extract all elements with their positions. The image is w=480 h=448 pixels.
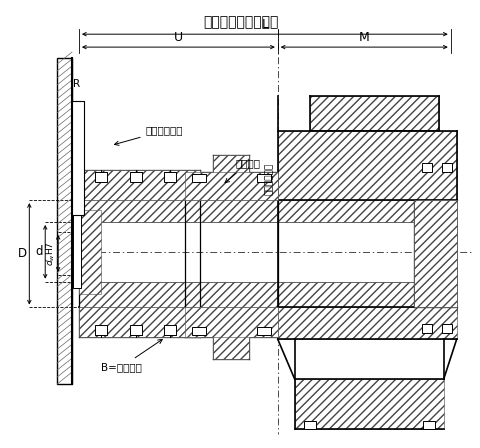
- Text: U: U: [173, 31, 182, 44]
- Bar: [73, 215, 81, 288]
- Text: 减速器中心线: 减速器中心线: [265, 163, 274, 195]
- Bar: [277, 130, 456, 200]
- Bar: [72, 101, 84, 215]
- Bar: [294, 379, 443, 429]
- Bar: [164, 325, 176, 335]
- Bar: [130, 325, 141, 335]
- Text: B=张力螺钉: B=张力螺钉: [101, 340, 162, 372]
- Bar: [95, 172, 107, 182]
- Text: 空心轴套及胀盘尺寸: 空心轴套及胀盘尺寸: [203, 15, 278, 29]
- Bar: [213, 307, 249, 359]
- Bar: [256, 327, 270, 335]
- Bar: [421, 324, 431, 333]
- Bar: [192, 174, 206, 182]
- Bar: [213, 155, 249, 200]
- Bar: [79, 307, 200, 337]
- Bar: [79, 282, 450, 307]
- Bar: [185, 307, 277, 337]
- Text: R: R: [73, 79, 81, 89]
- Text: 胀盘联接: 胀盘联接: [225, 159, 260, 183]
- Bar: [277, 307, 456, 339]
- Bar: [441, 324, 451, 333]
- Bar: [422, 421, 434, 429]
- Bar: [309, 96, 438, 130]
- Bar: [303, 421, 315, 429]
- Bar: [57, 58, 72, 384]
- Text: 扭力扳手空间: 扭力扳手空间: [114, 125, 183, 145]
- Bar: [256, 174, 270, 182]
- Bar: [192, 327, 206, 335]
- Bar: [413, 200, 456, 307]
- Bar: [79, 170, 200, 200]
- Bar: [185, 172, 277, 200]
- Text: M: M: [358, 31, 369, 44]
- Bar: [164, 172, 176, 182]
- Bar: [441, 164, 451, 172]
- Bar: [421, 164, 431, 172]
- Bar: [79, 210, 101, 293]
- Bar: [95, 325, 107, 335]
- Bar: [79, 200, 450, 222]
- Text: L: L: [261, 18, 268, 31]
- Text: D: D: [18, 247, 27, 260]
- Text: d: d: [36, 246, 43, 258]
- Bar: [130, 172, 141, 182]
- Text: $d_w$H7: $d_w$H7: [45, 241, 57, 266]
